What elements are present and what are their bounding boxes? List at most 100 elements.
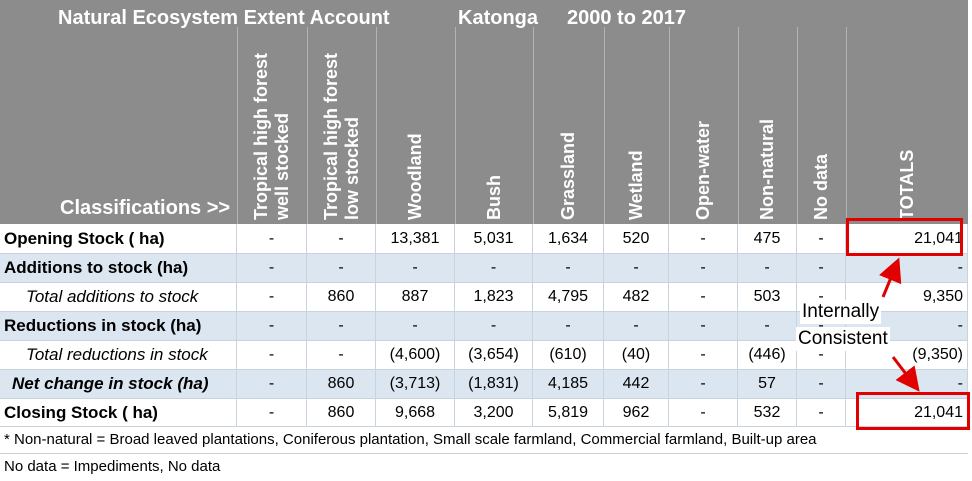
row-label: Additions to stock (ha)	[4, 258, 189, 277]
table-cell: -	[376, 254, 455, 283]
column-divider	[669, 27, 670, 224]
table-cell: 520	[604, 224, 669, 254]
table-cell: -	[237, 283, 307, 312]
table-cell: 5,031	[455, 224, 533, 254]
column-divider	[237, 27, 238, 224]
column-divider	[307, 27, 308, 224]
arrow-down	[891, 356, 920, 392]
row-label-cell: Additions to stock (ha)	[0, 254, 237, 283]
column-divider	[738, 27, 739, 224]
table-cell: 13,381	[376, 224, 455, 254]
row-label: Reductions in stock (ha)	[4, 316, 202, 335]
table-cell: -	[669, 254, 738, 283]
table-cell: -	[307, 312, 376, 341]
arrow-up	[879, 257, 902, 298]
table-cell: -	[237, 312, 307, 341]
table-cell: -	[669, 283, 738, 312]
table-cell: -	[797, 399, 846, 427]
column-divider	[604, 27, 605, 224]
table-cell: 1,634	[533, 224, 604, 254]
classifications-label: Classifications >>	[60, 197, 231, 219]
table-cell: -	[237, 254, 307, 283]
table-cell: 1,823	[455, 283, 533, 312]
table-cell: -	[797, 341, 846, 370]
table-row: Closing Stock ( ha) - 860 9,668 3,200 5,819 96…	[0, 399, 968, 427]
table-cell: -	[797, 224, 846, 254]
table-cell: 57	[738, 370, 797, 399]
note-row-2: No data = Impediments, No data	[0, 454, 968, 480]
table-row: Total additions to stock -860 887 1,823 4,79…	[0, 283, 968, 312]
table-cell: 503	[738, 283, 797, 312]
table-cell: -	[604, 254, 669, 283]
table-cell: (446)	[738, 341, 797, 370]
opening-total-highlight	[846, 218, 963, 256]
table-cell: -	[604, 312, 669, 341]
row-label-cell: Reductions in stock (ha)	[0, 312, 237, 341]
table-cell: 962	[604, 399, 669, 427]
closing-total-highlight	[856, 392, 970, 430]
table-cell: 4,185	[533, 370, 604, 399]
table-cell: 860	[307, 399, 376, 427]
table-cell: -	[237, 370, 307, 399]
table-cell: (4,600)	[376, 341, 455, 370]
table-row: Additions to stock (ha) - - - - - - - - - -	[0, 254, 968, 283]
table-cell: -	[738, 254, 797, 283]
table-cell: 3,200	[455, 399, 533, 427]
table-cell: -	[669, 399, 738, 427]
table-cell: 442	[604, 370, 669, 399]
row-label-cell: Opening Stock ( ha)	[0, 224, 237, 254]
region-name: Katonga	[458, 7, 538, 29]
table-cell: (1,831)	[455, 370, 533, 399]
column-divider	[797, 27, 798, 224]
annotation-line2: Consistent	[796, 327, 890, 351]
table-cell: 532	[738, 399, 797, 427]
table-cell: -	[797, 370, 846, 399]
table-cell: -	[307, 254, 376, 283]
table-cell: -	[307, 341, 376, 370]
table-cell: 887	[376, 283, 455, 312]
table-cell: 475	[738, 224, 797, 254]
row-label: Total additions to stock	[26, 287, 199, 306]
table-cell: -	[797, 254, 846, 283]
column-divider	[846, 27, 847, 224]
annotation-line1: Internally	[800, 300, 882, 324]
row-label-cell: Total additions to stock	[0, 283, 237, 312]
table-cell: 860	[307, 370, 376, 399]
table-cell: 4,795	[533, 283, 604, 312]
table-row: Opening Stock ( ha) - -13,381 5,031 1,634 520…	[0, 224, 968, 254]
table-cell: -	[669, 224, 738, 254]
table-cell: (610)	[533, 341, 604, 370]
table-cell: 9,668	[376, 399, 455, 427]
row-label: Closing Stock ( ha)	[4, 402, 158, 422]
table-cell: -	[738, 312, 797, 341]
table-cell: -	[237, 224, 307, 254]
table-cell: -	[846, 254, 968, 283]
column-divider	[533, 27, 534, 224]
note-row-1: * Non-natural = Broad leaved plantations…	[0, 427, 968, 454]
column-divider	[455, 27, 456, 224]
table-cell: -	[455, 254, 533, 283]
table-cell: -	[669, 312, 738, 341]
row-label: Opening Stock ( ha)	[4, 228, 165, 248]
table-cell: 482	[604, 283, 669, 312]
table-cell: -	[669, 341, 738, 370]
period: 2000 to 2017	[567, 7, 686, 29]
table-cell: 9,350	[846, 283, 968, 312]
row-label: Net change in stock (ha)	[12, 374, 209, 393]
row-label-cell: Total reductions in stock	[0, 341, 237, 370]
column-divider	[376, 27, 377, 224]
table-cell: 860	[307, 283, 376, 312]
table-cell: 5,819	[533, 399, 604, 427]
table-cell: (3,713)	[376, 370, 455, 399]
table-cell: -	[455, 312, 533, 341]
note-non-natural: * Non-natural = Broad leaved plantations…	[4, 431, 817, 448]
table-title: Natural Ecosystem Extent Account	[58, 7, 390, 29]
row-label-cell: Closing Stock ( ha)	[0, 399, 237, 427]
table-cell: -	[307, 224, 376, 254]
table-cell: -	[376, 312, 455, 341]
table-cell: -	[533, 312, 604, 341]
table-cell: -	[669, 370, 738, 399]
table-cell: (40)	[604, 341, 669, 370]
row-label: Total reductions in stock	[26, 345, 208, 364]
